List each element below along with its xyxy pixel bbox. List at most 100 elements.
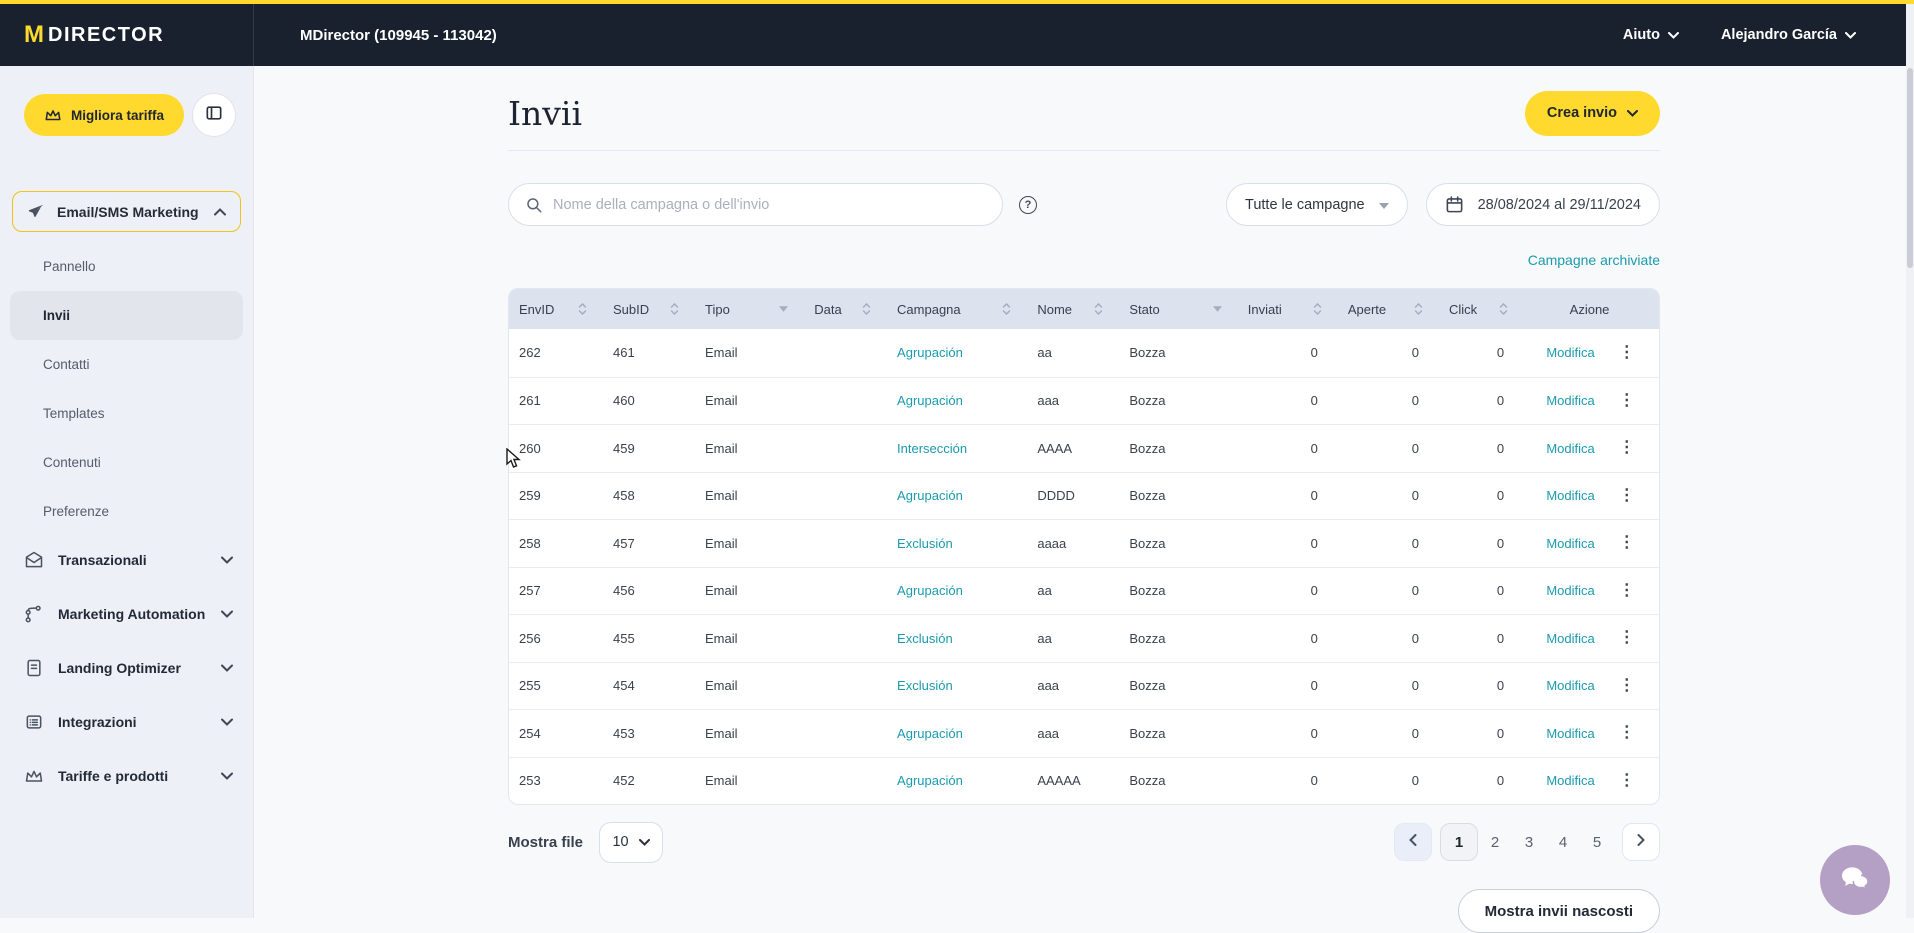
search-input[interactable] bbox=[553, 197, 986, 213]
sort-icon[interactable] bbox=[1414, 302, 1423, 316]
user-menu[interactable]: Alejandro García bbox=[1721, 27, 1856, 43]
sidebar-group-landing-optimizer[interactable]: Landing Optimizer bbox=[0, 641, 253, 695]
page-scrollbar[interactable] bbox=[1906, 4, 1914, 918]
sidebar-group-integrazioni[interactable]: Integrazioni bbox=[0, 695, 253, 749]
kebab-menu-icon[interactable]: ⋮ bbox=[1619, 345, 1635, 361]
column-header-campagna[interactable]: Campagna bbox=[885, 289, 1025, 329]
kebab-menu-icon[interactable]: ⋮ bbox=[1619, 773, 1635, 789]
edit-link[interactable]: Modifica bbox=[1546, 726, 1594, 741]
scrollbar-thumb[interactable] bbox=[1907, 68, 1913, 268]
kebab-menu-icon[interactable]: ⋮ bbox=[1619, 725, 1635, 741]
cell-stato: Bozza bbox=[1117, 329, 1235, 377]
page-size-select[interactable]: 10 bbox=[599, 822, 663, 863]
previous-page-button[interactable] bbox=[1394, 823, 1432, 861]
campaign-link[interactable]: Exclusión bbox=[897, 678, 953, 693]
campaigns-filter-dropdown[interactable]: Tutte le campagne bbox=[1226, 183, 1408, 226]
edit-link[interactable]: Modifica bbox=[1546, 678, 1594, 693]
sidebar-section-email-sms-marketing[interactable]: Email/SMS Marketing bbox=[12, 191, 241, 232]
campaign-link[interactable]: Agrupación bbox=[897, 393, 963, 408]
column-header-azione[interactable]: Azione bbox=[1522, 289, 1659, 329]
kebab-menu-icon[interactable]: ⋮ bbox=[1619, 630, 1635, 646]
sort-icon[interactable] bbox=[1002, 302, 1011, 316]
cell-click: 0 bbox=[1437, 473, 1522, 520]
campaign-link[interactable]: Intersección bbox=[897, 441, 967, 456]
page-button-4[interactable]: 4 bbox=[1546, 823, 1580, 861]
column-header-subid[interactable]: SubID bbox=[601, 289, 693, 329]
column-header-nome[interactable]: Nome bbox=[1025, 289, 1117, 329]
filter-caret-icon[interactable] bbox=[1213, 306, 1222, 312]
sidebar-item-contatti[interactable]: Contatti bbox=[0, 340, 253, 389]
campaigns-filter-value: Tutte le campagne bbox=[1245, 197, 1365, 213]
collapse-sidebar-button[interactable] bbox=[192, 93, 236, 137]
sort-icon[interactable] bbox=[1499, 302, 1508, 316]
campaign-link[interactable]: Exclusión bbox=[897, 631, 953, 646]
sidebar-item-invii[interactable]: Invii bbox=[10, 291, 243, 340]
cell-click: 0 bbox=[1437, 378, 1522, 425]
next-page-button[interactable] bbox=[1622, 823, 1660, 861]
logo-text: DIRECTOR bbox=[48, 24, 164, 47]
help-menu[interactable]: Aiuto bbox=[1623, 27, 1679, 43]
column-label: EnvID bbox=[519, 302, 554, 317]
column-header-click[interactable]: Click bbox=[1437, 289, 1522, 329]
cell-subid: 454 bbox=[601, 663, 693, 710]
sidebar-item-templates[interactable]: Templates bbox=[0, 389, 253, 438]
edit-link[interactable]: Modifica bbox=[1546, 393, 1594, 408]
create-send-button[interactable]: Crea invio bbox=[1525, 91, 1660, 136]
cell-inviati: 0 bbox=[1236, 329, 1336, 377]
edit-link[interactable]: Modifica bbox=[1546, 345, 1594, 360]
chat-widget-button[interactable] bbox=[1820, 845, 1890, 915]
table-header: EnvID SubIDTipoDataCampagnaNomeStatoInvia… bbox=[509, 289, 1659, 329]
date-range-picker[interactable]: 28/08/2024 al 29/11/2024 bbox=[1426, 183, 1660, 226]
sidebar-item-pannello[interactable]: Pannello bbox=[0, 242, 253, 291]
help-icon[interactable]: ? bbox=[1019, 196, 1037, 214]
campaign-link[interactable]: Agrupación bbox=[897, 583, 963, 598]
edit-link[interactable]: Modifica bbox=[1546, 536, 1594, 551]
cell-data bbox=[802, 329, 885, 377]
campaign-link[interactable]: Agrupación bbox=[897, 345, 963, 360]
kebab-menu-icon[interactable]: ⋮ bbox=[1619, 678, 1635, 694]
kebab-menu-icon[interactable]: ⋮ bbox=[1619, 488, 1635, 504]
edit-link[interactable]: Modifica bbox=[1546, 583, 1594, 598]
sidebar-item-preferenze[interactable]: Preferenze bbox=[0, 487, 253, 536]
campaign-link[interactable]: Agrupación bbox=[897, 726, 963, 741]
column-header-stato[interactable]: Stato bbox=[1117, 289, 1235, 329]
kebab-menu-icon[interactable]: ⋮ bbox=[1619, 535, 1635, 551]
kebab-menu-icon[interactable]: ⋮ bbox=[1619, 440, 1635, 456]
sidebar-group-transazionali[interactable]: Transazionali bbox=[0, 533, 253, 587]
sort-icon[interactable] bbox=[578, 302, 587, 316]
page-button-3[interactable]: 3 bbox=[1512, 823, 1546, 861]
edit-link[interactable]: Modifica bbox=[1546, 441, 1594, 456]
edit-link[interactable]: Modifica bbox=[1546, 773, 1594, 788]
brand-logo[interactable]: M DIRECTOR bbox=[0, 4, 254, 66]
archived-campaigns-link[interactable]: Campagne archiviate bbox=[1528, 252, 1660, 268]
sidebar-group-marketing-automation[interactable]: Marketing Automation bbox=[0, 587, 253, 641]
sidebar-item-contenuti[interactable]: Contenuti bbox=[0, 438, 253, 487]
cell-aperte: 0 bbox=[1336, 568, 1437, 615]
page-button-2[interactable]: 2 bbox=[1478, 823, 1512, 861]
column-header-aperte[interactable]: Aperte bbox=[1336, 289, 1437, 329]
campaign-link[interactable]: Agrupación bbox=[897, 773, 963, 788]
page-button-5[interactable]: 5 bbox=[1580, 823, 1614, 861]
sort-icon[interactable] bbox=[1313, 302, 1322, 316]
show-hidden-sends-button[interactable]: Mostra invii nascosti bbox=[1458, 889, 1660, 933]
column-header-data[interactable]: Data bbox=[802, 289, 885, 329]
edit-link[interactable]: Modifica bbox=[1546, 631, 1594, 646]
kebab-menu-icon[interactable]: ⋮ bbox=[1619, 583, 1635, 599]
chevron-down-icon bbox=[221, 610, 233, 618]
column-header-inviati[interactable]: Inviati bbox=[1236, 289, 1336, 329]
sort-icon[interactable] bbox=[1094, 302, 1103, 316]
upgrade-plan-button[interactable]: Migliora tariffa bbox=[24, 94, 184, 136]
filter-caret-icon[interactable] bbox=[779, 306, 788, 312]
campaign-link[interactable]: Exclusión bbox=[897, 536, 953, 551]
edit-link[interactable]: Modifica bbox=[1546, 488, 1594, 503]
page-button-1[interactable]: 1 bbox=[1440, 823, 1478, 861]
campaign-link[interactable]: Agrupación bbox=[897, 488, 963, 503]
column-header-tipo[interactable]: Tipo bbox=[693, 289, 802, 329]
envelope-icon bbox=[24, 550, 44, 570]
sidebar-group-tariffe-e-prodotti[interactable]: Tariffe e prodotti bbox=[0, 749, 253, 803]
sort-icon[interactable] bbox=[670, 302, 679, 316]
crown-icon bbox=[44, 107, 62, 123]
sort-icon[interactable] bbox=[862, 302, 871, 316]
kebab-menu-icon[interactable]: ⋮ bbox=[1619, 393, 1635, 409]
column-header-envid[interactable]: EnvID bbox=[509, 289, 601, 329]
